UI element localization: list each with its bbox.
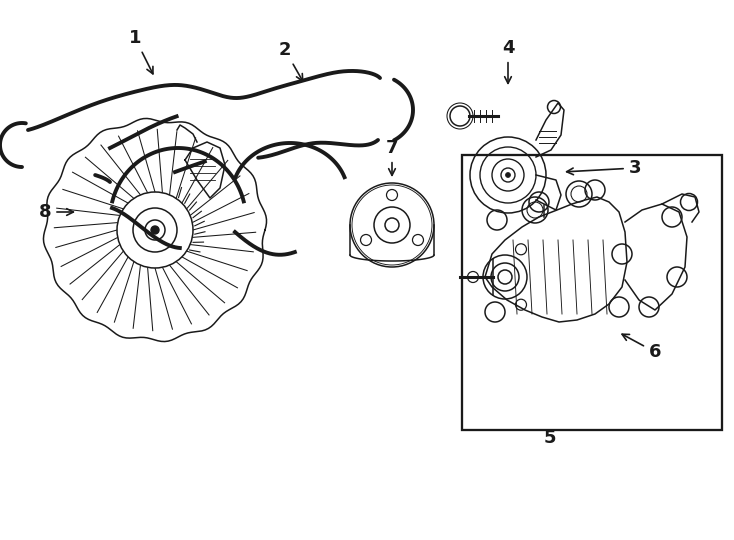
Text: 6: 6 (622, 334, 661, 361)
Text: 8: 8 (39, 203, 73, 221)
Circle shape (151, 226, 159, 234)
Text: 5: 5 (544, 429, 556, 447)
Text: 3: 3 (567, 159, 642, 177)
Text: 1: 1 (128, 29, 153, 74)
Text: 4: 4 (502, 39, 515, 83)
Bar (462, 155, 722, 430)
Text: 2: 2 (279, 41, 302, 81)
Text: 7: 7 (386, 139, 399, 176)
Circle shape (506, 172, 511, 178)
